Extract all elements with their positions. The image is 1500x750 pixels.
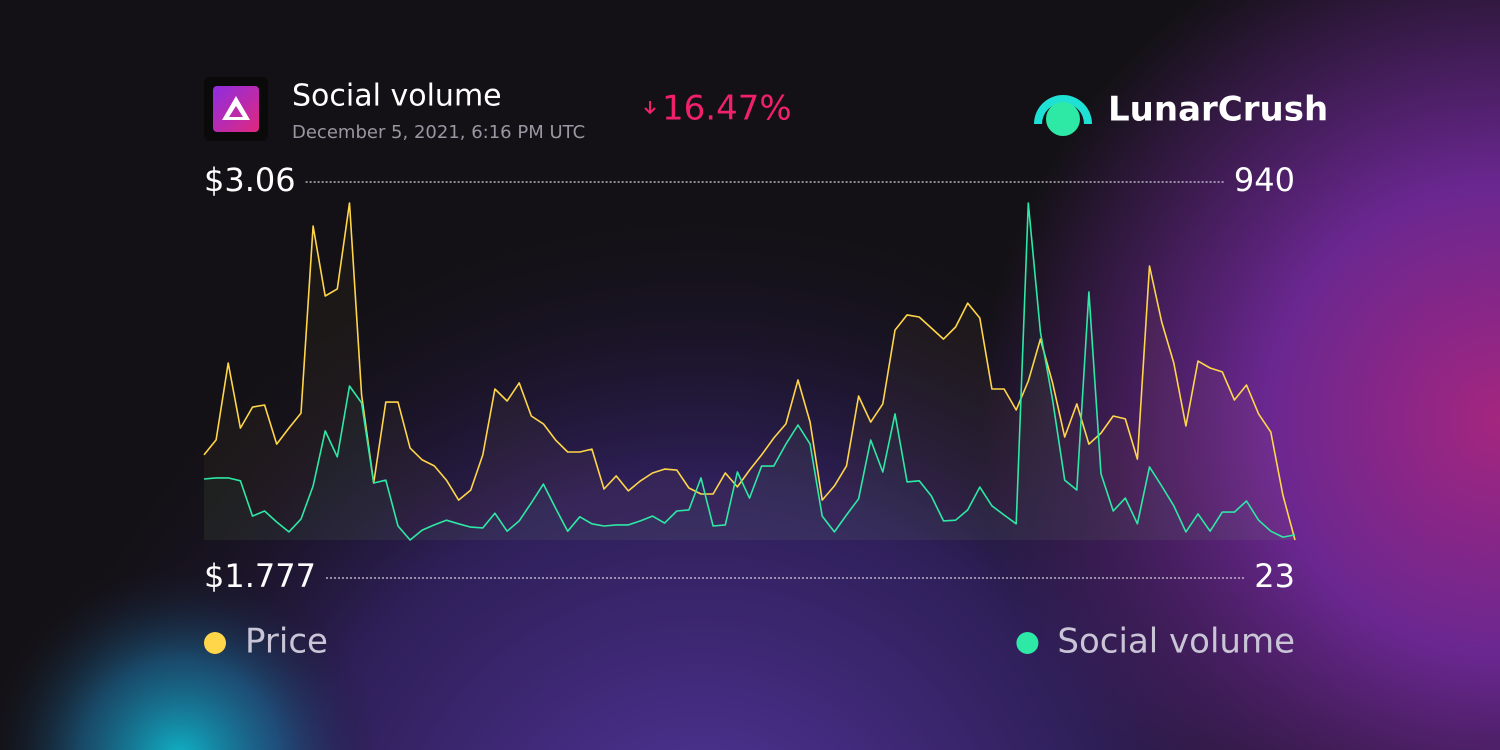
legend-label: Price [245,622,328,662]
y2-tick-label: 940 [1234,161,1295,199]
brand-logo-dot [1046,102,1080,136]
coin-logo-mark [222,96,250,120]
brand: LunarCrush [1108,90,1328,130]
coin-logo [213,86,259,132]
title: Social volume [292,79,502,114]
change: 16.47% [662,89,792,129]
brand-logo-arc [1034,95,1092,124]
series-area [204,203,1295,540]
subtitle: December 5, 2021, 6:16 PM UTC [292,122,585,143]
legend-swatch [204,632,226,654]
series-line [203,202,1296,541]
series-area [204,203,1295,540]
y-tick-label: $3.06 [204,161,296,199]
series-line [203,202,1296,541]
down-arrow [644,101,656,115]
y-tick-label: $1.777 [204,557,316,595]
y2-tick-label: 23 [1254,557,1295,595]
legend-label: Social volume [1057,622,1295,662]
legend-swatch [1016,632,1039,654]
